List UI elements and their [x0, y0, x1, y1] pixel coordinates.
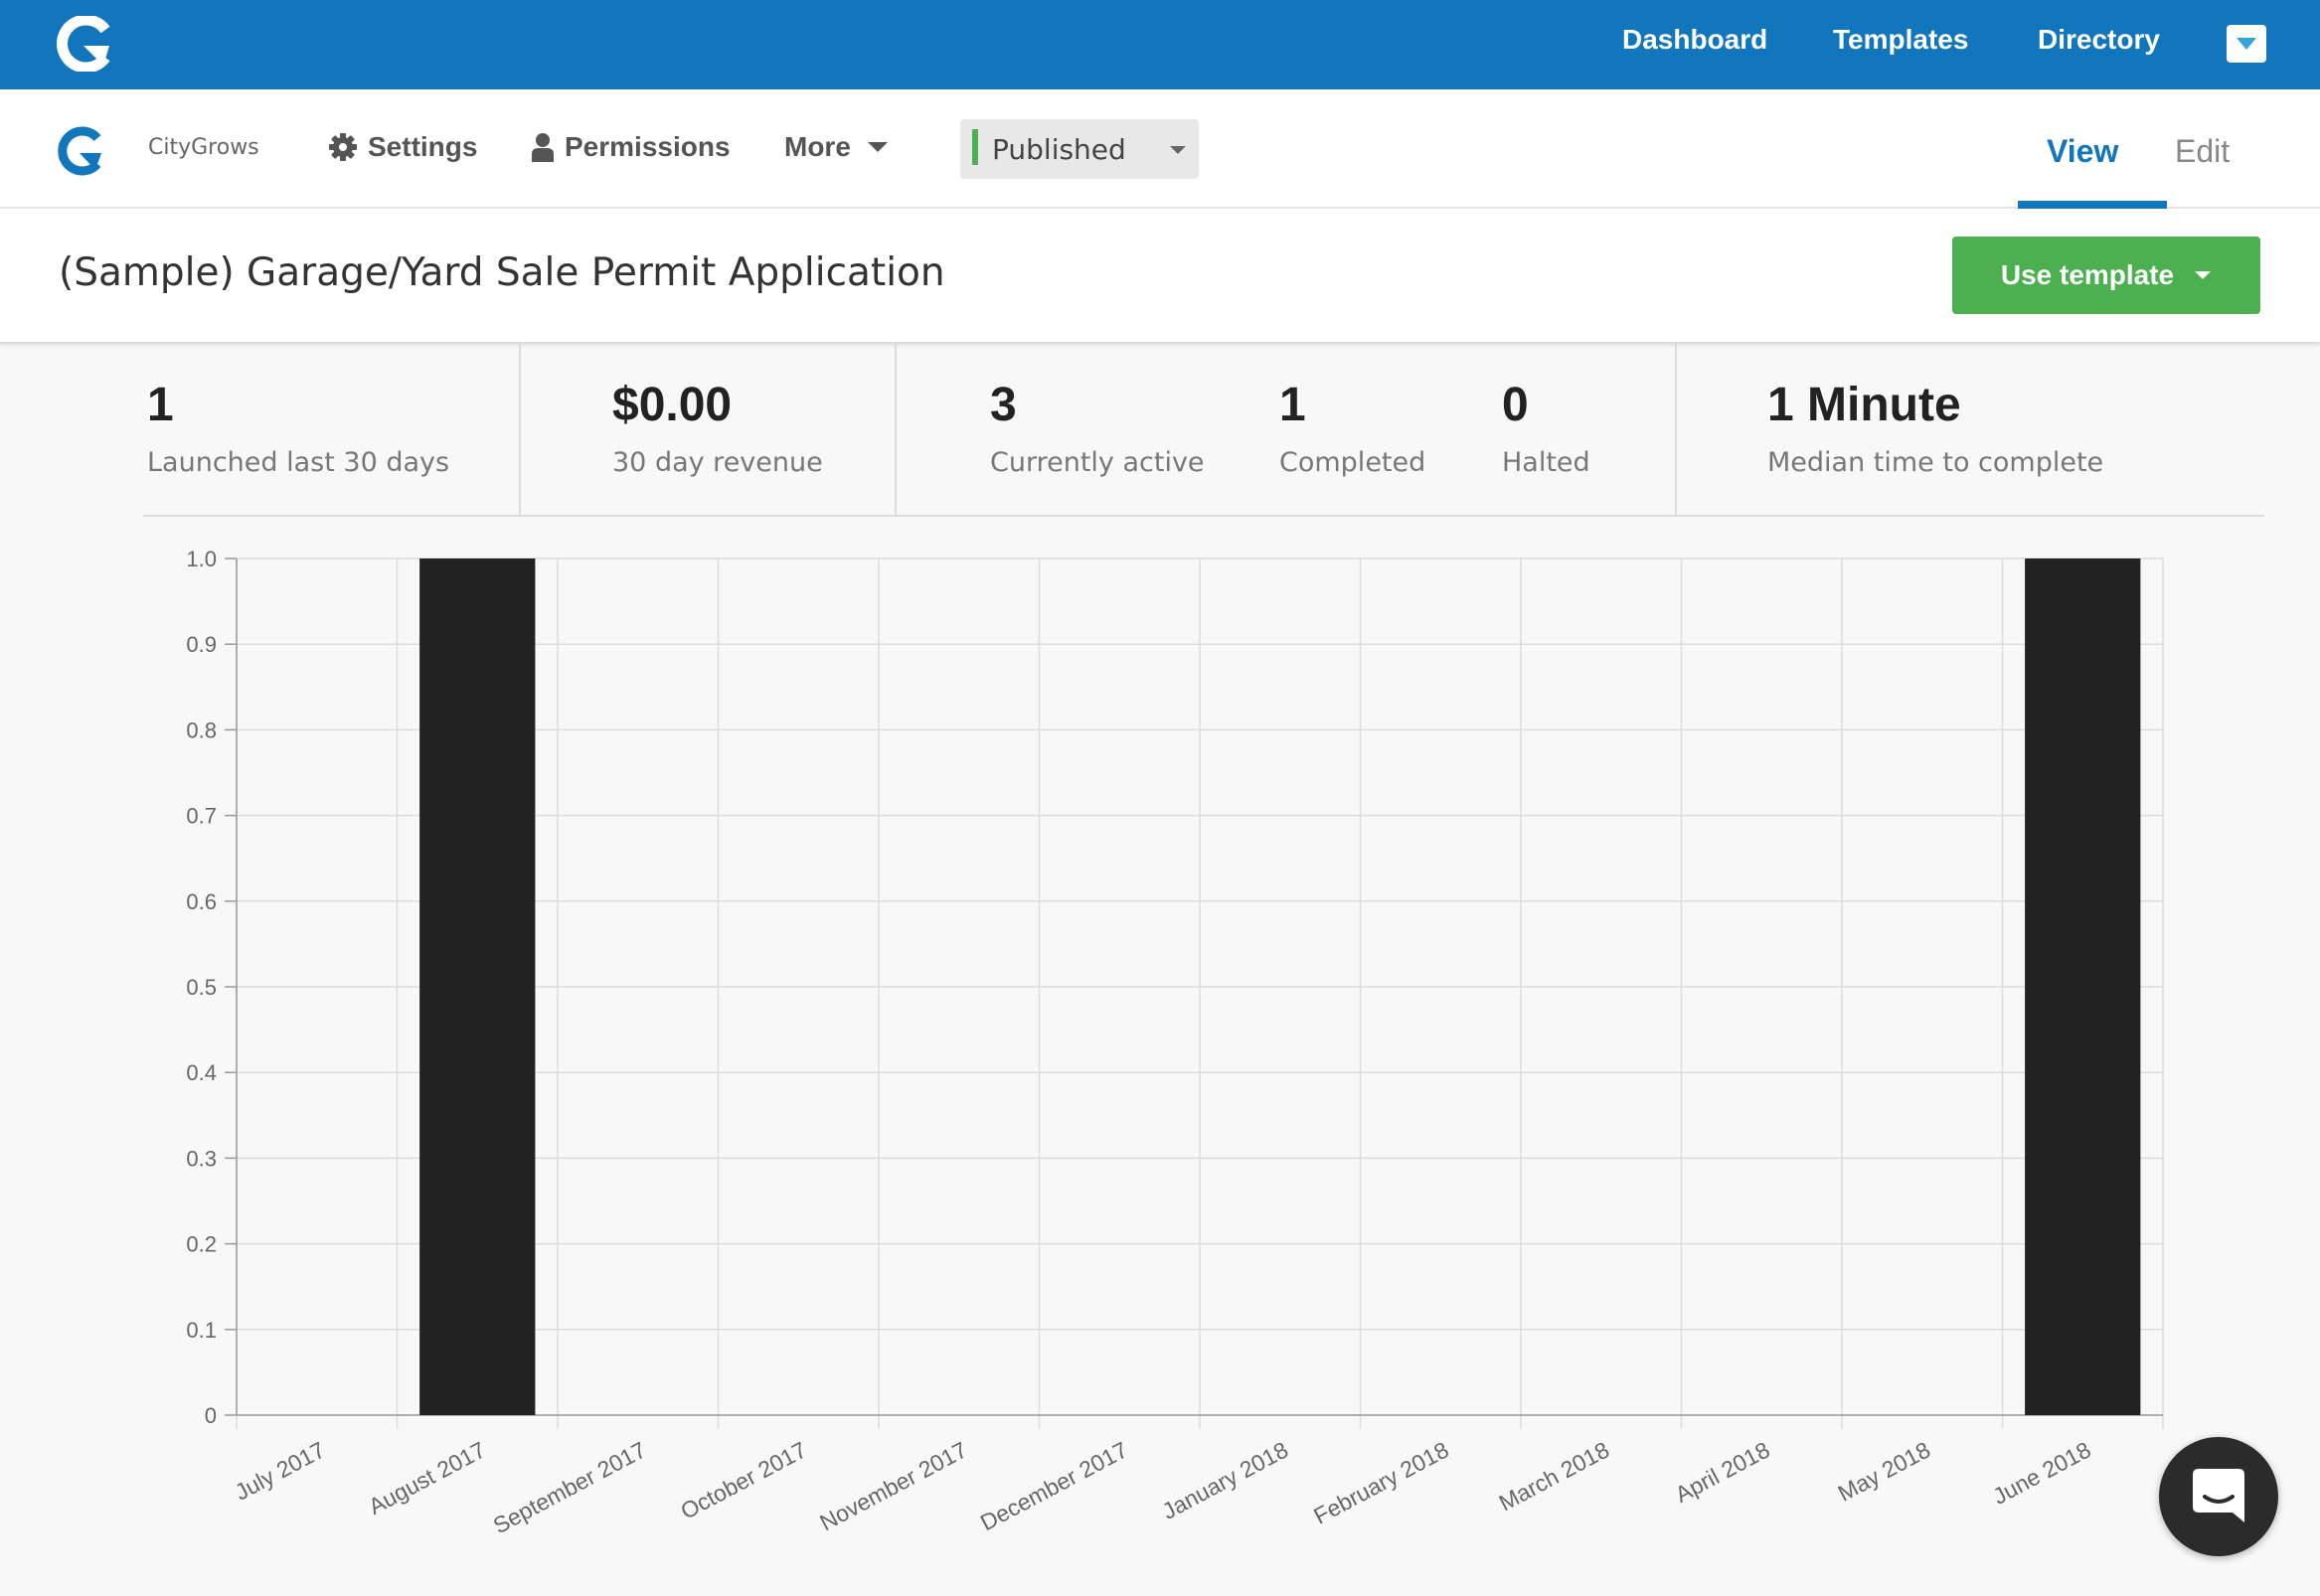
citygrows-logo-icon[interactable] [56, 16, 115, 72]
use-template-button[interactable]: Use template [1952, 237, 2260, 314]
stat-value: 1 [1279, 379, 1306, 431]
stat-value: 3 [990, 379, 1017, 431]
page-header: (Sample) Garage/Yard Sale Permit Applica… [0, 209, 2320, 344]
active-tab-indicator [2018, 201, 2167, 209]
stat-value: 1 Minute [1767, 379, 1961, 431]
x-tick-label: August 2017 [364, 1436, 489, 1519]
use-template-label: Use template [2000, 259, 2175, 290]
y-tick-label: 0.9 [186, 632, 217, 657]
y-tick-label: 0.4 [186, 1060, 217, 1085]
y-tick-label: 0.5 [186, 975, 217, 1000]
publish-status-select[interactable]: Published [960, 119, 1199, 179]
status-label: Published [992, 133, 1126, 166]
x-tick-label: November 2017 [815, 1436, 971, 1535]
stat-launched: 1 Launched last 30 days [143, 344, 519, 515]
divider [1675, 344, 1677, 515]
divider [895, 344, 897, 515]
user-icon [532, 133, 554, 162]
stat-label: Currently active [990, 447, 1205, 478]
caret-down-icon [1170, 146, 1186, 154]
stat-value: 0 [1502, 379, 1529, 431]
stat-label: 30 day revenue [612, 447, 823, 478]
divider [519, 344, 521, 515]
caret-down-icon [2237, 38, 2256, 50]
x-tick-label: February 2018 [1309, 1436, 1452, 1528]
org-name[interactable]: CityGrows [148, 135, 259, 160]
stat-revenue: $0.00 30 day revenue [521, 344, 897, 515]
stat-label: Completed [1279, 447, 1426, 478]
x-tick-label: July 2017 [231, 1436, 329, 1505]
stat-value: 1 [147, 379, 174, 431]
stat-label: Median time to complete [1767, 447, 2104, 478]
tab-view[interactable]: View [2047, 133, 2119, 169]
x-tick-label: December 2017 [976, 1436, 1132, 1535]
x-tick-label: September 2017 [489, 1436, 650, 1538]
x-tick-label: October 2017 [676, 1436, 810, 1523]
bar-11 [2025, 559, 2141, 1415]
y-tick-label: 0.7 [186, 804, 217, 829]
x-tick-label: June 2018 [1989, 1436, 2095, 1509]
chevron-down-icon [867, 142, 888, 152]
org-logo-icon [58, 126, 101, 176]
permissions-link[interactable]: Permissions [531, 131, 731, 163]
more-label: More [784, 131, 851, 162]
y-tick-label: 0.6 [186, 889, 217, 914]
top-navbar: Dashboard Templates Directory [0, 0, 2320, 89]
y-tick-label: 0.2 [186, 1232, 217, 1257]
x-tick-label: May 2018 [1834, 1436, 1934, 1506]
page-title: (Sample) Garage/Yard Sale Permit Applica… [59, 250, 945, 295]
status-indicator [972, 129, 978, 165]
y-tick-label: 0.8 [186, 718, 217, 742]
settings-link[interactable]: Settings [328, 131, 477, 163]
y-tick-label: 0.1 [186, 1318, 217, 1343]
chat-icon [2193, 1469, 2244, 1522]
x-tick-label: April 2018 [1671, 1436, 1774, 1508]
stat-label: Halted [1502, 447, 1590, 478]
more-menu-button[interactable]: More [784, 131, 889, 163]
launch-history-chart: 0 0.1 0.2 0.3 0.4 0.5 0.6 0.7 0.8 0.9 1.0 July 2017… [0, 537, 2320, 1596]
bar-1 [419, 559, 536, 1415]
bar-chart: 0 0.1 0.2 0.3 0.4 0.5 0.6 0.7 0.8 0.9 1.0 July 2017… [186, 547, 2164, 1538]
stats-row: 1 Launched last 30 days $0.00 30 day rev… [143, 344, 2264, 517]
x-tick-label: March 2018 [1495, 1436, 1613, 1516]
template-toolbar: CityGrows Settings Permissions More P [0, 89, 2320, 209]
account-dropdown-button[interactable] [2227, 25, 2266, 63]
tab-edit[interactable]: Edit [2175, 133, 2231, 169]
permissions-label: Permissions [565, 131, 731, 162]
nav-templates-link[interactable]: Templates [1833, 24, 1969, 55]
nav-directory-link[interactable]: Directory [2038, 24, 2160, 55]
stat-value: $0.00 [612, 379, 733, 431]
nav-dashboard-link[interactable]: Dashboard [1622, 24, 1768, 55]
y-tick-label: 1.0 [186, 547, 217, 571]
settings-label: Settings [368, 131, 478, 162]
gear-icon [329, 133, 357, 161]
y-tick-label: 0.3 [186, 1146, 217, 1171]
stat-counts: 3 Currently active 1 Completed 0 Halted [897, 344, 1678, 515]
x-tick-label: January 2018 [1158, 1436, 1292, 1523]
stat-median: 1 Minute Median time to complete [1677, 344, 2264, 515]
y-tick-label: 0 [205, 1403, 217, 1428]
stat-label: Launched last 30 days [147, 447, 450, 478]
chat-support-button[interactable] [2159, 1437, 2278, 1556]
caret-down-icon [2195, 271, 2212, 279]
